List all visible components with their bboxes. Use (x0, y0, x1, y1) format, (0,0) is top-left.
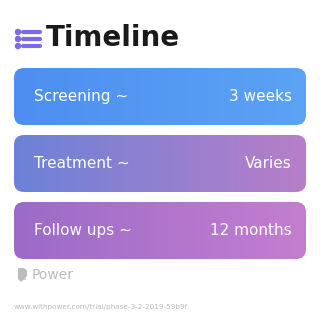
Text: Follow ups ~: Follow ups ~ (34, 223, 132, 238)
Text: 12 months: 12 months (210, 223, 292, 238)
Polygon shape (18, 268, 27, 282)
Text: Screening ~: Screening ~ (34, 89, 128, 104)
Text: Timeline: Timeline (46, 24, 180, 52)
Circle shape (15, 29, 20, 35)
Text: www.withpower.com/trial/phase-3-2-2019-59b9f: www.withpower.com/trial/phase-3-2-2019-5… (14, 304, 188, 310)
Text: Varies: Varies (245, 156, 292, 171)
Circle shape (15, 37, 20, 42)
Text: Treatment ~: Treatment ~ (34, 156, 130, 171)
Text: ␧: ␧ (18, 268, 26, 282)
Text: Power: Power (32, 268, 74, 282)
Text: 3 weeks: 3 weeks (229, 89, 292, 104)
Circle shape (15, 43, 20, 48)
